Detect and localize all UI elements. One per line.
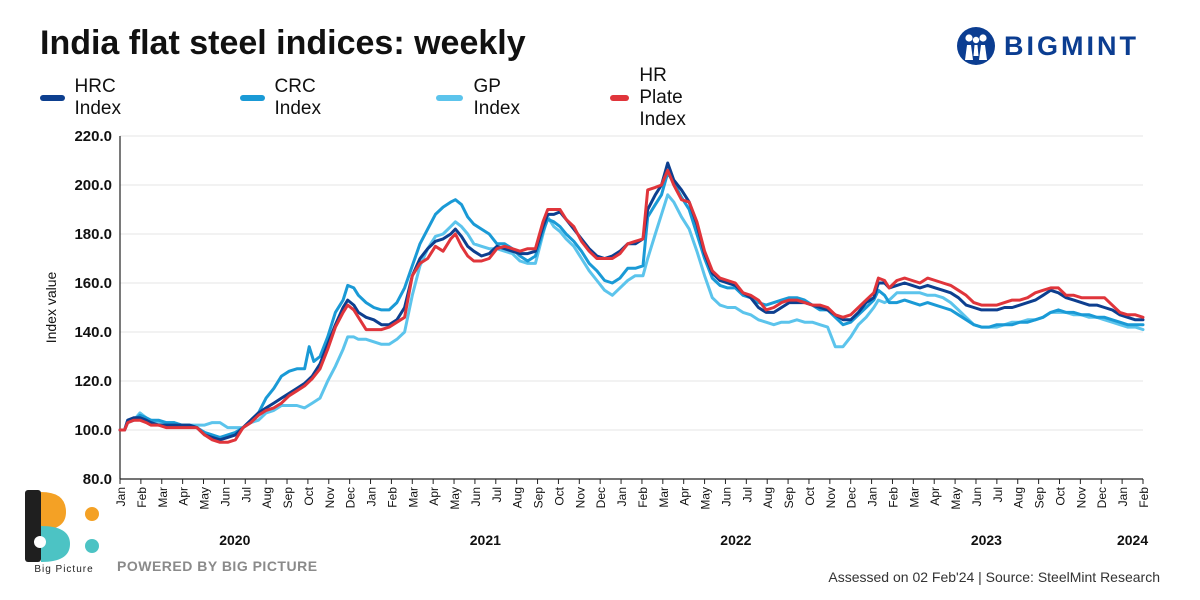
source-note: Assessed on 02 Feb'24 | Source: SteelMin… xyxy=(828,569,1160,585)
series-line-gp-index xyxy=(118,193,1145,432)
x-tick-label: Nov xyxy=(824,487,838,508)
x-tick-label: May xyxy=(448,487,462,510)
y-tick-label: 200.0 xyxy=(74,177,112,194)
brand-name: BIGMINT xyxy=(1004,30,1139,61)
y-tick-label: 80.0 xyxy=(83,471,112,488)
x-tick-label: Oct xyxy=(803,486,817,505)
legend-label: GP Index xyxy=(473,76,520,119)
x-tick-label: Jan xyxy=(114,487,128,506)
big-picture-label: Big Picture xyxy=(34,564,94,575)
x-tick-label: Jan xyxy=(1116,487,1130,506)
x-tick-label: Feb xyxy=(886,487,900,508)
year-label: 2023 xyxy=(971,532,1002,548)
x-tick-label: Nov xyxy=(573,487,587,508)
x-tick-label: Feb xyxy=(385,487,399,508)
year-label: 2022 xyxy=(720,532,751,548)
x-tick-label: Apr xyxy=(928,487,942,506)
series-line-hrc-index xyxy=(118,161,1145,442)
y-tick-label: 120.0 xyxy=(74,373,112,390)
x-tick-label: Dec xyxy=(1095,487,1109,508)
legend-label: CRC Index xyxy=(274,76,321,119)
y-tick-label: 180.0 xyxy=(74,226,112,243)
x-tick-label: Dec xyxy=(594,487,608,508)
x-tick-label: Feb xyxy=(636,487,650,508)
legend-item: HRC Index xyxy=(40,76,134,119)
x-tick-label: Jun xyxy=(469,487,483,506)
legend-item: HR Plate Index xyxy=(610,65,704,130)
year-label: 2024 xyxy=(1117,532,1148,548)
year-label: 2020 xyxy=(219,532,250,548)
x-tick-label: Jul xyxy=(490,487,504,502)
x-tick-label: Nov xyxy=(323,487,337,508)
x-tick-label: Mar xyxy=(156,487,170,508)
x-tick-label: Jun xyxy=(719,487,733,506)
y-tick-label: 100.0 xyxy=(74,422,112,439)
x-tick-label: Apr xyxy=(678,487,692,506)
x-tick-label: Feb xyxy=(1137,487,1151,508)
x-tick-label: Jan xyxy=(365,487,379,506)
x-tick-label: Aug xyxy=(1012,487,1026,508)
x-tick-label: Jul xyxy=(239,487,253,502)
legend-swatch-crc xyxy=(240,95,265,101)
year-label: 2021 xyxy=(470,532,501,548)
brand-logo: BIGMINT xyxy=(956,24,1139,68)
x-tick-label: Oct xyxy=(1053,486,1067,505)
x-tick-label: May xyxy=(198,487,212,510)
y-tick-label: 160.0 xyxy=(74,275,112,292)
x-tick-label: Dec xyxy=(344,487,358,508)
x-tick-label: Mar xyxy=(406,487,420,508)
x-tick-label: Feb xyxy=(135,487,149,508)
x-tick-label: Dec xyxy=(845,487,859,508)
x-tick-label: Jul xyxy=(740,487,754,502)
big-picture-logo-icon xyxy=(25,490,99,562)
bigmint-people-logo-icon xyxy=(957,27,995,65)
x-tick-label: Oct xyxy=(552,486,566,505)
x-tick-label: Aug xyxy=(260,487,274,508)
series-line-hr-plate-index xyxy=(118,168,1145,444)
x-tick-label: Sep xyxy=(782,487,796,509)
x-tick-label: Jun xyxy=(970,487,984,506)
x-tick-label: Sep xyxy=(532,487,546,509)
legend-item: CRC Index xyxy=(240,76,334,119)
x-tick-label: Mar xyxy=(907,487,921,508)
legend-label: HRC Index xyxy=(74,76,121,119)
line-chart: 220.0 200.0 180.0 160.0 140.0 120.0 100.0 80.0 I… xyxy=(43,128,1151,548)
chart-title: India flat steel indices: weekly xyxy=(40,24,526,62)
x-tick-label: Apr xyxy=(177,487,191,506)
x-tick-label: Jan xyxy=(615,487,629,506)
legend-label: HR Plate Index xyxy=(639,65,686,130)
x-tick-label: Jan xyxy=(866,487,880,506)
powered-by-text: POWERED BY BIG PICTURE xyxy=(117,558,318,574)
x-tick-label: Jul xyxy=(991,487,1005,502)
legend-swatch-hrc xyxy=(40,95,65,101)
x-tick-label: Sep xyxy=(1033,487,1047,509)
x-tick-label: Nov xyxy=(1074,487,1088,508)
x-tick-label: Jun xyxy=(218,487,232,506)
x-tick-label: May xyxy=(949,487,963,510)
x-tick-label: Aug xyxy=(511,487,525,508)
x-tick-label: Apr xyxy=(427,487,441,506)
x-tick-label: May xyxy=(699,487,713,510)
x-tick-label: Mar xyxy=(657,487,671,508)
x-tick-label: Oct xyxy=(302,486,316,505)
x-tick-label: Aug xyxy=(761,487,775,508)
legend-item: GP Index xyxy=(436,76,530,119)
series-line-crc-index xyxy=(118,171,1145,439)
y-tick-label: 140.0 xyxy=(74,324,112,341)
legend-swatch-gp xyxy=(436,95,464,101)
y-axis-label: Index value xyxy=(43,271,59,343)
x-tick-label: Sep xyxy=(281,487,295,509)
y-tick-label: 220.0 xyxy=(74,128,112,145)
legend-swatch-plate xyxy=(610,95,630,101)
